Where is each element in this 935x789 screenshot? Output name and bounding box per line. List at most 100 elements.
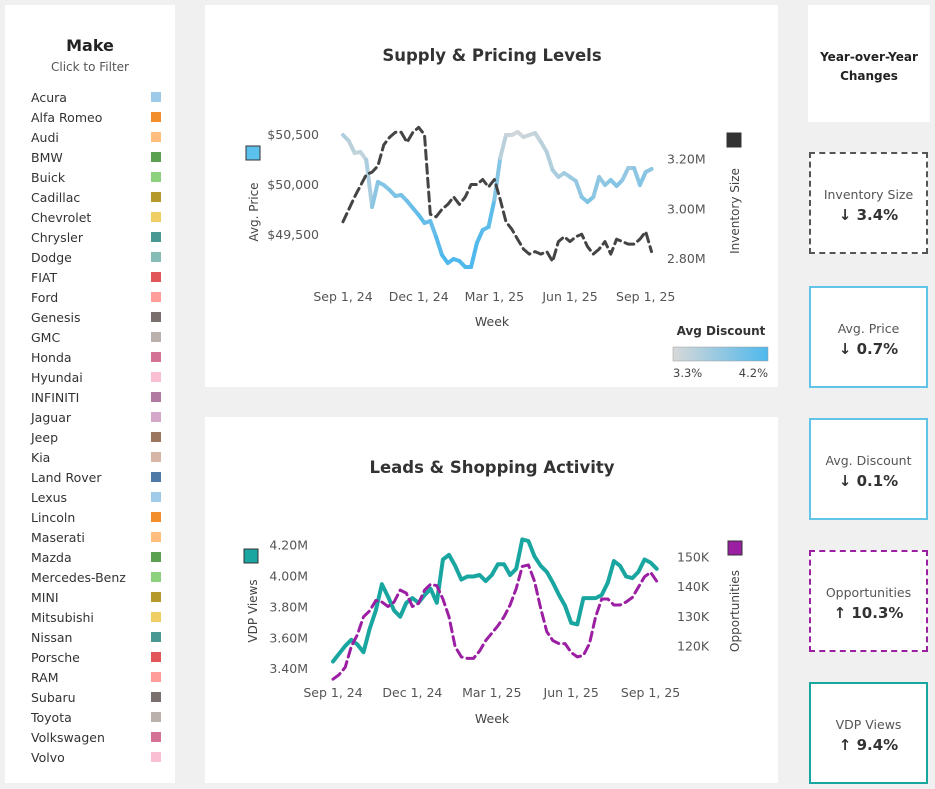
make-filter-title: Make: [66, 36, 114, 55]
make-filter-item[interactable]: Cadillac: [31, 187, 161, 207]
make-color-swatch: [151, 372, 161, 382]
avg-price-legend-swatch: [245, 145, 261, 161]
make-filter-label: Honda: [31, 349, 72, 365]
make-color-swatch: [151, 652, 161, 662]
make-filter-item[interactable]: Jaguar: [31, 407, 161, 427]
make-filter-item[interactable]: Acura: [31, 87, 161, 107]
y-left-tick-label: $50,500: [267, 127, 319, 142]
make-filter-label: Kia: [31, 449, 51, 465]
make-color-swatch: [151, 512, 161, 522]
x-tick-label: Jun 1, 25: [541, 289, 597, 304]
x-axis-ticks: Sep 1, 24 Dec 1, 24 Mar 1, 25 Jun 1, 25 Sep …: [313, 289, 675, 304]
x-tick-label: Dec 1, 24: [382, 685, 442, 700]
y-right-tick-label: 140K: [677, 579, 710, 594]
make-color-swatch: [151, 172, 161, 182]
make-color-swatch: [151, 672, 161, 682]
y-right-tick-label: 130K: [677, 609, 710, 624]
series-line: [341, 125, 653, 263]
make-filter-item[interactable]: Mazda: [31, 547, 161, 567]
y-left-tick-label: $49,500: [267, 227, 319, 242]
kpi-card-opportunities[interactable]: Opportunities ↑ 10.3%: [809, 550, 928, 652]
y-right-tick-label: 120K: [677, 639, 710, 654]
make-filter-item[interactable]: Nissan: [31, 627, 161, 647]
kpi-card-vdp-views[interactable]: VDP Views ↑ 9.4%: [809, 682, 928, 784]
make-filter-item[interactable]: Jeep: [31, 427, 161, 447]
y-right-tick-label: 3.00M: [667, 201, 706, 216]
make-filter-item[interactable]: Porsche: [31, 647, 161, 667]
make-color-swatch: [151, 112, 161, 122]
make-filter-label: Ford: [31, 289, 59, 305]
leads-shopping-panel: Leads & Shopping Activity VDP Views Oppo…: [205, 417, 778, 783]
make-filter-item[interactable]: GMC: [31, 327, 161, 347]
make-filter-label: Maserati: [31, 529, 85, 545]
make-color-swatch: [151, 552, 161, 562]
make-filter-item[interactable]: Mercedes-Benz: [31, 567, 161, 587]
make-color-swatch: [151, 532, 161, 542]
series-group: [331, 537, 659, 681]
kpi-value: ↓ 0.7%: [838, 340, 899, 358]
make-filter-item[interactable]: Kia: [31, 447, 161, 467]
kpi-card-inventory-size[interactable]: Inventory Size ↓ 3.4%: [809, 152, 928, 254]
kpi-card-avg-discount[interactable]: Avg. Discount ↓ 0.1%: [809, 418, 928, 520]
make-filter-item[interactable]: Mitsubishi: [31, 607, 161, 627]
make-filter-subtitle: Click to Filter: [51, 60, 129, 74]
supply-pricing-panel: Supply & Pricing Levels Avg. Price Inven…: [205, 5, 778, 387]
series-opportunities: [331, 563, 659, 681]
make-filter-item[interactable]: RAM: [31, 667, 161, 687]
make-filter-item[interactable]: Lexus: [31, 487, 161, 507]
make-filter-item[interactable]: Hyundai: [31, 367, 161, 387]
make-filter-item[interactable]: Volkswagen: [31, 727, 161, 747]
make-filter-label: INFINITI: [31, 389, 80, 405]
make-color-swatch: [151, 292, 161, 302]
make-filter-item[interactable]: BMW: [31, 147, 161, 167]
line-segment: [434, 235, 444, 257]
make-filter-item[interactable]: Volvo: [31, 747, 161, 767]
make-filter-label: Chrysler: [31, 229, 84, 245]
line-segment: [370, 180, 380, 209]
make-filter-item[interactable]: Alfa Romeo: [31, 107, 161, 127]
supply-pricing-chart: Supply & Pricing Levels Avg. Price Inven…: [245, 46, 769, 380]
y-axis-right-ticks: 2.80M 3.00M 3.20M: [667, 152, 706, 266]
make-color-swatch: [151, 712, 161, 722]
kpi-card-avg-price[interactable]: Avg. Price ↓ 0.7%: [809, 286, 928, 388]
y-right-tick-label: 150K: [677, 549, 710, 564]
make-filter-item[interactable]: Audi: [31, 127, 161, 147]
make-filter-item[interactable]: Buick: [31, 167, 161, 187]
line-segment: [573, 179, 584, 199]
make-filter-item[interactable]: Dodge: [31, 247, 161, 267]
make-color-swatch: [151, 412, 161, 422]
make-filter-item[interactable]: Land Rover: [31, 467, 161, 487]
make-filter-item[interactable]: Genesis: [31, 307, 161, 327]
make-filter-item[interactable]: Lincoln: [31, 507, 161, 527]
make-filter-label: Porsche: [31, 649, 80, 665]
make-filter-item[interactable]: FIAT: [31, 267, 161, 287]
make-filter-label: Volkswagen: [31, 729, 105, 745]
discount-legend-min: 3.3%: [673, 366, 702, 380]
make-color-swatch: [151, 272, 161, 282]
chart-title: Leads & Shopping Activity: [369, 458, 614, 477]
make-filter-item[interactable]: Honda: [31, 347, 161, 367]
make-filter-item[interactable]: INFINITI: [31, 387, 161, 407]
make-filter-label: Jaguar: [31, 409, 72, 425]
make-filter-item[interactable]: Chrysler: [31, 227, 161, 247]
line-segment: [637, 170, 648, 187]
make-color-swatch: [151, 632, 161, 642]
make-filter-label: Hyundai: [31, 369, 83, 385]
make-filter-item[interactable]: Maserati: [31, 527, 161, 547]
line-segment: [591, 175, 602, 199]
x-tick-label: Sep 1, 25: [621, 685, 680, 700]
make-filter-label: Toyota: [31, 709, 72, 725]
make-filter-item[interactable]: Subaru: [31, 687, 161, 707]
make-filter-item[interactable]: Toyota: [31, 707, 161, 727]
make-filter-item[interactable]: Ford: [31, 287, 161, 307]
make-filter-label: Lexus: [31, 489, 68, 505]
make-color-swatch: [151, 612, 161, 622]
make-color-swatch: [151, 492, 161, 502]
y-axis-left-label: Avg. Price: [247, 182, 261, 241]
make-color-swatch: [151, 592, 161, 602]
make-filter-label: Buick: [31, 169, 66, 185]
x-tick-label: Jun 1, 25: [543, 685, 599, 700]
make-filter-item[interactable]: MINI: [31, 587, 161, 607]
make-filter-item[interactable]: Chevrolet: [31, 207, 161, 227]
make-filter-label: Mitsubishi: [31, 609, 94, 625]
